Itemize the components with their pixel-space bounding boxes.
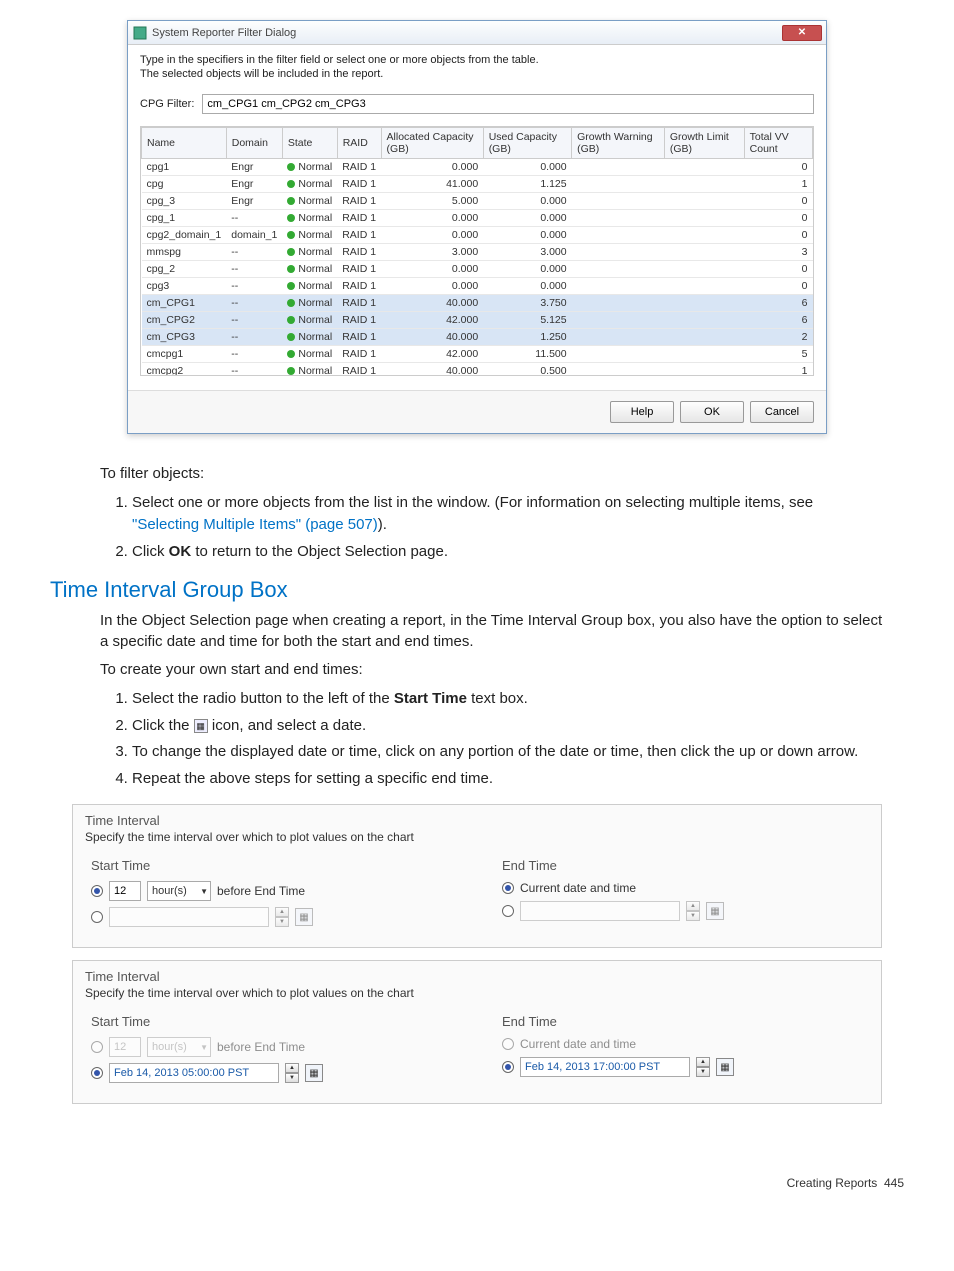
filter-step-2: Click OK to return to the Object Selecti… bbox=[132, 541, 884, 564]
filter-intro: To filter objects: bbox=[100, 464, 884, 484]
calendar-icon: ▦ bbox=[194, 719, 208, 733]
time-interval-box-2: Time Interval Specify the time interval … bbox=[72, 960, 882, 1104]
calendar-icon[interactable]: ▦ bbox=[706, 902, 724, 920]
end-date-input[interactable] bbox=[520, 901, 680, 921]
start-absolute-radio[interactable] bbox=[91, 1067, 103, 1079]
ok-button[interactable]: OK bbox=[680, 401, 744, 423]
ti-sub: Specify the time interval over which to … bbox=[73, 986, 881, 1010]
start-time-label: Start Time bbox=[91, 858, 452, 873]
table-row[interactable]: cpg_2--NormalRAID 10.0000.0000 bbox=[142, 260, 813, 277]
column-header[interactable]: Total VV Count bbox=[744, 127, 812, 158]
table-row[interactable]: cm_CPG2--NormalRAID 142.0005.1256 bbox=[142, 311, 813, 328]
end-spinner[interactable]: ▲▼ bbox=[696, 1057, 710, 1077]
end-current-radio[interactable] bbox=[502, 882, 514, 894]
start-suffix: before End Time bbox=[217, 884, 305, 898]
start-unit-select[interactable]: hour(s)▼ bbox=[147, 881, 211, 901]
column-header[interactable]: RAID bbox=[337, 127, 381, 158]
table-row[interactable]: cm_CPG1--NormalRAID 140.0003.7506 bbox=[142, 294, 813, 311]
end-date-input[interactable] bbox=[520, 1057, 690, 1077]
filter-step-1: Select one or more objects from the list… bbox=[132, 492, 884, 537]
column-header[interactable]: State bbox=[282, 127, 337, 158]
table-row[interactable]: cpg3--NormalRAID 10.0000.0000 bbox=[142, 277, 813, 294]
ti-p1: In the Object Selection page when creati… bbox=[100, 611, 884, 652]
column-header[interactable]: Used Capacity (GB) bbox=[483, 127, 571, 158]
table-row[interactable]: mmspg--NormalRAID 13.0003.0003 bbox=[142, 243, 813, 260]
start-date-input[interactable] bbox=[109, 1063, 279, 1083]
ti-step-2: Click the ▦ icon, and select a date. bbox=[132, 715, 884, 738]
time-interval-box-1: Time Interval Specify the time interval … bbox=[72, 804, 882, 948]
ti-head: Time Interval bbox=[73, 961, 881, 986]
ti-step-1: Select the radio button to the left of t… bbox=[132, 688, 884, 711]
calendar-icon[interactable]: ▦ bbox=[295, 908, 313, 926]
end-current-label: Current date and time bbox=[520, 1037, 636, 1051]
end-current-radio[interactable] bbox=[502, 1038, 514, 1050]
end-spinner[interactable]: ▲▼ bbox=[686, 901, 700, 921]
end-time-label: End Time bbox=[502, 858, 863, 873]
ti-step-3: To change the displayed date or time, cl… bbox=[132, 741, 884, 764]
table-row[interactable]: cpgEngrNormalRAID 141.0001.1251 bbox=[142, 175, 813, 192]
close-icon[interactable]: ✕ bbox=[782, 25, 822, 41]
cancel-button[interactable]: Cancel bbox=[750, 401, 814, 423]
ti-sub: Specify the time interval over which to … bbox=[73, 830, 881, 854]
end-absolute-radio[interactable] bbox=[502, 905, 514, 917]
link-selecting-multiple[interactable]: "Selecting Multiple Items" (page 507) bbox=[132, 516, 378, 533]
filter-dialog: System Reporter Filter Dialog ✕ Type in … bbox=[127, 20, 827, 434]
window-title: System Reporter Filter Dialog bbox=[152, 27, 782, 39]
column-header[interactable]: Allocated Capacity (GB) bbox=[381, 127, 483, 158]
table-row[interactable]: cm_CPG3--NormalRAID 140.0001.2502 bbox=[142, 328, 813, 345]
start-spinner[interactable]: ▲▼ bbox=[275, 907, 289, 927]
start-relative-radio[interactable] bbox=[91, 885, 103, 897]
cpg-filter-input[interactable] bbox=[202, 94, 814, 114]
start-unit-select[interactable]: hour(s)▼ bbox=[147, 1037, 211, 1057]
help-button[interactable]: Help bbox=[610, 401, 674, 423]
table-row[interactable]: cpg_1--NormalRAID 10.0000.0000 bbox=[142, 209, 813, 226]
object-table[interactable]: NameDomainStateRAIDAllocated Capacity (G… bbox=[140, 126, 814, 376]
ti-p2: To create your own start and end times: bbox=[100, 660, 884, 680]
table-row[interactable]: cmcpg1--NormalRAID 142.00011.5005 bbox=[142, 345, 813, 362]
end-current-label: Current date and time bbox=[520, 881, 636, 895]
start-spinner[interactable]: ▲▼ bbox=[285, 1063, 299, 1083]
section-heading: Time Interval Group Box bbox=[50, 577, 904, 603]
titlebar: System Reporter Filter Dialog ✕ bbox=[128, 21, 826, 45]
start-value-input[interactable] bbox=[109, 881, 141, 901]
table-row[interactable]: cpg2_domain_1domain_1NormalRAID 10.0000.… bbox=[142, 226, 813, 243]
end-absolute-radio[interactable] bbox=[502, 1061, 514, 1073]
table-row[interactable]: cmcpg2--NormalRAID 140.0000.5001 bbox=[142, 362, 813, 376]
calendar-icon[interactable]: ▦ bbox=[305, 1064, 323, 1082]
column-header[interactable]: Growth Warning (GB) bbox=[572, 127, 665, 158]
column-header[interactable]: Growth Limit (GB) bbox=[664, 127, 744, 158]
ti-step-4: Repeat the above steps for setting a spe… bbox=[132, 768, 884, 791]
page-footer: Creating Reports 445 bbox=[0, 1146, 954, 1200]
ti-head: Time Interval bbox=[73, 805, 881, 830]
instruction-text: Type in the specifiers in the filter fie… bbox=[140, 53, 814, 82]
table-row[interactable]: cpg_3EngrNormalRAID 15.0000.0000 bbox=[142, 192, 813, 209]
start-relative-radio[interactable] bbox=[91, 1041, 103, 1053]
calendar-icon[interactable]: ▦ bbox=[716, 1058, 734, 1076]
column-header[interactable]: Name bbox=[142, 127, 227, 158]
start-absolute-radio[interactable] bbox=[91, 911, 103, 923]
start-suffix: before End Time bbox=[217, 1040, 305, 1054]
start-date-input[interactable] bbox=[109, 907, 269, 927]
start-value-input[interactable] bbox=[109, 1037, 141, 1057]
end-time-label: End Time bbox=[502, 1014, 863, 1029]
column-header[interactable]: Domain bbox=[226, 127, 282, 158]
start-time-label: Start Time bbox=[91, 1014, 452, 1029]
app-icon bbox=[132, 25, 148, 41]
table-row[interactable]: cpg1EngrNormalRAID 10.0000.0000 bbox=[142, 158, 813, 175]
filter-label: CPG Filter: bbox=[140, 98, 194, 110]
